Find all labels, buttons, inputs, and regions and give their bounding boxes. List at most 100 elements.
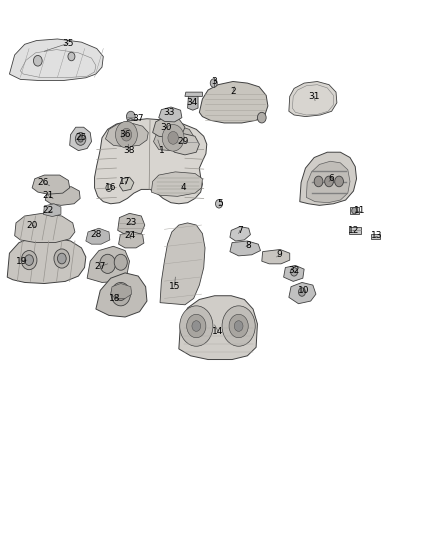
Polygon shape <box>230 227 251 241</box>
Text: 5: 5 <box>217 199 223 208</box>
Text: 28: 28 <box>90 230 102 239</box>
Circle shape <box>210 79 217 87</box>
Circle shape <box>352 207 357 214</box>
Polygon shape <box>152 117 185 138</box>
Polygon shape <box>106 123 148 147</box>
Text: 38: 38 <box>124 146 135 155</box>
Polygon shape <box>86 228 110 244</box>
Polygon shape <box>7 237 86 284</box>
Polygon shape <box>45 187 80 205</box>
Circle shape <box>229 314 248 338</box>
Text: 32: 32 <box>288 266 300 275</box>
Circle shape <box>57 253 66 264</box>
Text: 29: 29 <box>177 137 189 146</box>
Circle shape <box>116 122 138 148</box>
Text: 4: 4 <box>180 183 186 192</box>
Text: 30: 30 <box>160 123 172 132</box>
Circle shape <box>100 254 116 273</box>
Circle shape <box>78 136 83 142</box>
Circle shape <box>111 282 131 306</box>
Polygon shape <box>153 126 194 151</box>
Text: 14: 14 <box>212 327 224 336</box>
Text: 22: 22 <box>42 206 53 215</box>
Text: 27: 27 <box>95 262 106 271</box>
Text: 16: 16 <box>105 183 117 192</box>
Circle shape <box>335 176 343 187</box>
Polygon shape <box>96 273 147 317</box>
Polygon shape <box>120 177 134 191</box>
Text: 1: 1 <box>159 146 164 155</box>
Circle shape <box>222 306 255 346</box>
Circle shape <box>68 52 75 61</box>
Bar <box>350 207 359 214</box>
Polygon shape <box>160 223 205 305</box>
Polygon shape <box>119 231 144 248</box>
Text: 17: 17 <box>120 177 131 186</box>
Polygon shape <box>14 213 75 243</box>
Text: 8: 8 <box>246 241 251 250</box>
Polygon shape <box>87 246 130 282</box>
Text: 12: 12 <box>348 226 359 235</box>
Polygon shape <box>289 82 337 117</box>
Text: 13: 13 <box>371 231 383 240</box>
Text: 31: 31 <box>308 92 320 101</box>
Circle shape <box>290 268 297 276</box>
Circle shape <box>21 251 37 270</box>
Polygon shape <box>230 241 261 256</box>
Text: 36: 36 <box>120 130 131 139</box>
Circle shape <box>127 111 135 122</box>
Polygon shape <box>187 94 198 110</box>
Polygon shape <box>32 175 70 194</box>
Circle shape <box>258 112 266 123</box>
Text: 10: 10 <box>298 286 310 295</box>
Circle shape <box>162 125 184 151</box>
Circle shape <box>168 132 178 144</box>
Polygon shape <box>10 39 103 80</box>
Polygon shape <box>262 249 290 264</box>
Text: 24: 24 <box>124 231 135 240</box>
Text: 19: 19 <box>16 257 28 265</box>
Polygon shape <box>185 92 202 96</box>
Circle shape <box>121 128 132 141</box>
Polygon shape <box>111 284 132 298</box>
Circle shape <box>54 249 70 268</box>
Circle shape <box>33 55 42 66</box>
Polygon shape <box>306 161 350 203</box>
Polygon shape <box>95 119 207 204</box>
Bar <box>349 227 361 233</box>
Polygon shape <box>118 213 145 237</box>
Circle shape <box>25 255 33 265</box>
Polygon shape <box>284 265 304 281</box>
Polygon shape <box>179 296 258 360</box>
Text: 25: 25 <box>76 133 87 142</box>
Circle shape <box>325 176 333 187</box>
Polygon shape <box>120 138 135 150</box>
Circle shape <box>75 133 86 146</box>
Polygon shape <box>159 107 182 122</box>
Text: 3: 3 <box>211 77 217 86</box>
Circle shape <box>106 184 112 191</box>
Text: 7: 7 <box>237 226 243 235</box>
Text: 18: 18 <box>110 294 121 303</box>
Polygon shape <box>151 172 202 196</box>
Circle shape <box>314 176 323 187</box>
Circle shape <box>114 254 127 270</box>
Polygon shape <box>300 152 357 205</box>
Text: 9: 9 <box>276 251 282 260</box>
Circle shape <box>127 126 135 137</box>
Polygon shape <box>70 127 92 151</box>
Text: 37: 37 <box>132 114 144 123</box>
Text: 15: 15 <box>169 282 180 291</box>
Text: 35: 35 <box>63 39 74 48</box>
Text: 11: 11 <box>354 206 365 215</box>
Text: 21: 21 <box>42 191 53 200</box>
Circle shape <box>215 199 223 208</box>
Text: 6: 6 <box>329 174 335 183</box>
Text: 23: 23 <box>125 219 137 228</box>
Text: 33: 33 <box>163 108 174 117</box>
Circle shape <box>116 288 126 301</box>
Circle shape <box>298 288 305 296</box>
Circle shape <box>187 314 206 338</box>
Polygon shape <box>289 282 316 304</box>
Bar <box>371 233 380 239</box>
